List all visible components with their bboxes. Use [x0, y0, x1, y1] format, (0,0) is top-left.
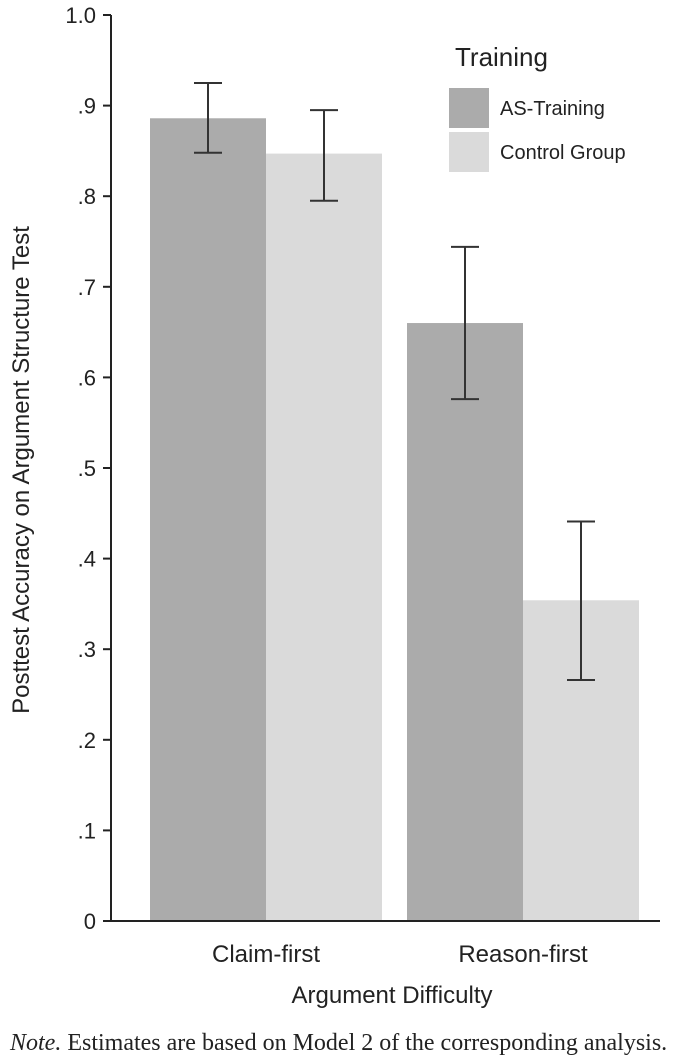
- y-tick-label: .4: [78, 547, 96, 572]
- legend-swatch-control-group: [449, 132, 489, 172]
- x-axis-title: Argument Difficulty: [292, 982, 493, 1009]
- y-tick-label: .1: [78, 818, 96, 843]
- legend: Training AS-Training Control Group: [449, 42, 626, 172]
- y-ticks-group: 0 .1 .2 .3 .4 .5 .6 .7 .8 .9 1.0: [65, 3, 111, 934]
- bar-as-training-reason-first: [407, 323, 523, 921]
- error-bar-control-group-reason-first: [567, 520, 595, 682]
- error-bar-control-group-claim-first: [310, 109, 338, 202]
- y-axis-title: Posttest Accuracy on Argument Structure …: [8, 226, 35, 714]
- bar-as-training-claim-first: [150, 118, 266, 921]
- bar-chart: 0 .1 .2 .3 .4 .5 .6 .7 .8 .9 1.0 Claim-first Reason…: [8, 3, 660, 1009]
- y-tick-label: .9: [78, 94, 96, 119]
- bars-group: [150, 118, 639, 922]
- note-text: Estimates are based on Model 2 of the co…: [61, 1030, 668, 1056]
- y-tick-label: .8: [78, 184, 96, 209]
- y-tick-label: .7: [78, 275, 96, 300]
- y-tick-label: 0: [84, 909, 96, 934]
- y-tick-label: .3: [78, 637, 96, 662]
- note-label: Note.: [10, 1030, 62, 1056]
- legend-label-as-training: AS-Training: [500, 98, 605, 120]
- legend-title: Training: [455, 42, 548, 72]
- x-category-label: Claim-first: [212, 941, 320, 968]
- legend-swatch-as-training: [449, 88, 489, 128]
- figure-note: Note. Estimates are based on Model 2 of …: [10, 1030, 680, 1057]
- x-categories-group: Claim-first Reason-first: [212, 941, 588, 968]
- error-bar-as-training-reason-first: [451, 245, 479, 401]
- y-tick-label: .5: [78, 456, 96, 481]
- y-tick-label: .6: [78, 365, 96, 390]
- error-bar-as-training-claim-first: [194, 81, 222, 154]
- legend-label-control-group: Control Group: [500, 142, 626, 164]
- y-tick-label: .2: [78, 728, 96, 753]
- error-bars-group: [194, 81, 595, 682]
- x-category-label: Reason-first: [458, 941, 588, 968]
- y-tick-label: 1.0: [65, 3, 96, 28]
- bar-control-group-claim-first: [266, 153, 382, 922]
